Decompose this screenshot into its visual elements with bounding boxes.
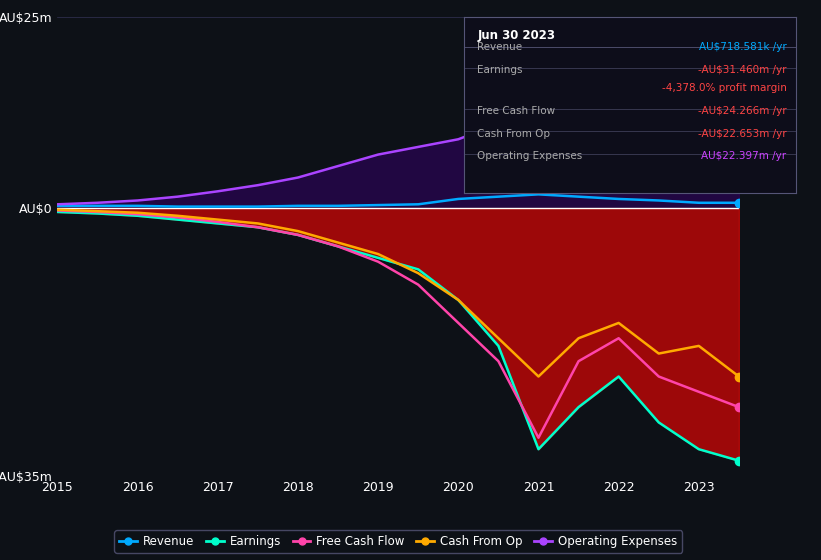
Text: -AU$31.460m /yr: -AU$31.460m /yr bbox=[698, 65, 787, 75]
Text: Earnings: Earnings bbox=[477, 65, 523, 75]
Text: AU$718.581k /yr: AU$718.581k /yr bbox=[699, 42, 787, 52]
Text: -4,378.0% profit margin: -4,378.0% profit margin bbox=[662, 83, 787, 92]
Text: Revenue: Revenue bbox=[477, 42, 522, 52]
Text: Cash From Op: Cash From Op bbox=[477, 128, 550, 138]
Text: Free Cash Flow: Free Cash Flow bbox=[477, 106, 555, 115]
Text: AU$22.397m /yr: AU$22.397m /yr bbox=[701, 151, 787, 161]
Legend: Revenue, Earnings, Free Cash Flow, Cash From Op, Operating Expenses: Revenue, Earnings, Free Cash Flow, Cash … bbox=[114, 530, 682, 553]
Text: Operating Expenses: Operating Expenses bbox=[477, 151, 582, 161]
Text: -AU$22.653m /yr: -AU$22.653m /yr bbox=[698, 128, 787, 138]
Text: Jun 30 2023: Jun 30 2023 bbox=[477, 29, 555, 42]
Text: -AU$24.266m /yr: -AU$24.266m /yr bbox=[698, 106, 787, 115]
